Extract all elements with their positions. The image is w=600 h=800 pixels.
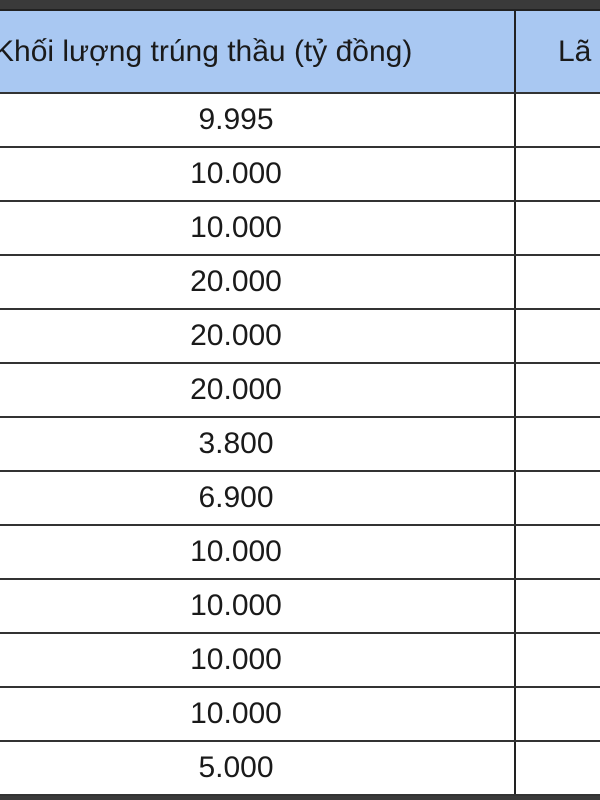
bid-volume-cell: 10.000: [0, 148, 516, 200]
bid-volume-cell: 20.000: [0, 310, 516, 362]
bid-volume-cell: 10.000: [0, 634, 516, 686]
table-row: 10.000: [0, 202, 600, 256]
table-row: 10.000: [0, 580, 600, 634]
interest-rate-cell: [516, 580, 600, 632]
interest-rate-cell: [516, 202, 600, 254]
table-row: 20.000: [0, 364, 600, 418]
table-row: 5.000: [0, 742, 600, 796]
bid-volume-cell: 10.000: [0, 580, 516, 632]
table-row: 6.900: [0, 472, 600, 526]
interest-rate-cell: [516, 472, 600, 524]
header-bid-volume-label: Khối lượng trúng thầu (tỷ đồng): [0, 34, 413, 68]
bid-volume-cell: 10.000: [0, 202, 516, 254]
interest-rate-cell: [516, 418, 600, 470]
table-row: 20.000: [0, 256, 600, 310]
bid-volume-cell: 20.000: [0, 364, 516, 416]
table-row: 10.000: [0, 688, 600, 742]
interest-rate-cell: [516, 310, 600, 362]
interest-rate-cell: [516, 526, 600, 578]
table-row: 10.000: [0, 526, 600, 580]
table-row: 3.800: [0, 418, 600, 472]
interest-rate-cell: [516, 688, 600, 740]
table-row: 10.000: [0, 148, 600, 202]
bid-volume-cell: 10.000: [0, 526, 516, 578]
interest-rate-cell: [516, 256, 600, 308]
bid-volume-cell: 20.000: [0, 256, 516, 308]
interest-rate-cell: [516, 634, 600, 686]
interest-rate-cell: [516, 364, 600, 416]
bid-volume-cell: 9.995: [0, 94, 516, 146]
header-bid-volume: Khối lượng trúng thầu (tỷ đồng): [0, 11, 516, 92]
bid-volume-cell: 10.000: [0, 688, 516, 740]
table-row: 9.995: [0, 94, 600, 148]
table-row: 10.000: [0, 634, 600, 688]
bid-volume-cell: 5.000: [0, 742, 516, 794]
bid-volume-cell: 6.900: [0, 472, 516, 524]
bid-volume-cell: 3.800: [0, 418, 516, 470]
interest-rate-cell: [516, 94, 600, 146]
interest-rate-cell: [516, 742, 600, 794]
table-row: 20.000: [0, 310, 600, 364]
header-interest-rate: Lã: [558, 34, 592, 68]
bid-results-table: Khối lượng trúng thầu (tỷ đồng) Lã 9.995…: [0, 9, 600, 796]
interest-rate-cell: [516, 148, 600, 200]
table-header-row: Khối lượng trúng thầu (tỷ đồng) Lã: [0, 11, 600, 94]
